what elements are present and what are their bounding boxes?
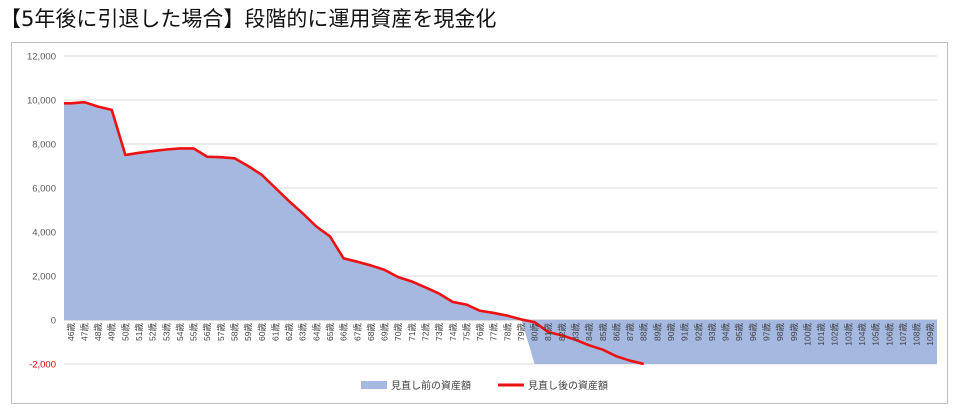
x-tick-label: 97歳: [761, 323, 771, 341]
line-series-after-review: [64, 100, 645, 366]
x-tick-label: 51歳: [134, 323, 144, 341]
x-tick-label: 73歳: [434, 323, 444, 341]
y-tick-label: 10,000: [27, 96, 56, 107]
y-tick-label: 8,000: [32, 140, 56, 151]
x-tick-label: 86歳: [611, 323, 621, 341]
x-tick-label: 99歳: [789, 323, 799, 341]
x-tick-label: 108歳: [912, 323, 922, 346]
x-tick-label: 105歳: [871, 323, 881, 346]
x-tick-label: 61歳: [270, 323, 280, 341]
x-tick-label: 71歳: [407, 323, 417, 341]
x-tick-label: 98歳: [775, 323, 785, 341]
y-tick-label: 6,000: [32, 184, 56, 195]
x-tick-label: 74歳: [448, 323, 458, 341]
x-tick-label: 87歳: [625, 323, 635, 341]
x-tick-label: 68歳: [366, 323, 376, 341]
x-tick-label: 88歳: [639, 323, 649, 341]
x-tick-label: 109歳: [925, 323, 935, 346]
x-tick-label: 67歳: [352, 323, 362, 341]
legend-swatch-area: [361, 381, 387, 389]
x-tick-label: 106歳: [884, 323, 894, 346]
x-tick-label: 81歳: [543, 323, 553, 341]
x-tick-label: 103歳: [843, 323, 853, 346]
asset-chart: 12,00010,0008,0006,0004,0002,0000-2,000 …: [27, 52, 937, 392]
x-tick-label: 79歳: [516, 323, 526, 341]
y-tick-label: 4,000: [32, 228, 56, 239]
x-tick-label: 70歳: [393, 323, 403, 341]
x-tick-label: 92歳: [693, 323, 703, 341]
x-tick-label: 65歳: [325, 323, 335, 341]
area-series-before-review: [64, 102, 937, 364]
x-tick-label: 85歳: [598, 323, 608, 341]
x-tick-label: 64歳: [311, 323, 321, 341]
x-tick-label: 59歳: [243, 323, 253, 341]
x-tick-label: 60歳: [257, 323, 267, 341]
page-title: 【5年後に引退した場合】段階的に運用資産を現金化: [0, 7, 497, 31]
x-axis-ticks: 46歳 47歳 48歳 49歳 50歳 51歳 52歳 53歳 54歳 55歳 56歳 57歳 58歳 5…: [66, 323, 935, 346]
x-tick-label: 48歳: [93, 323, 103, 341]
x-tick-label: 82歳: [557, 323, 567, 341]
line-series-layer: [64, 100, 645, 366]
x-tick-label: 95歳: [734, 323, 744, 341]
x-tick-label: 80歳: [530, 323, 540, 341]
x-tick-label: 69歳: [380, 323, 390, 341]
x-tick-label: 46歳: [66, 323, 76, 341]
x-tick-label: 56歳: [202, 323, 212, 341]
area-series-layer: [64, 102, 937, 364]
x-tick-label: 93歳: [707, 323, 717, 341]
x-tick-label: 47歳: [79, 323, 89, 341]
x-tick-label: 76歳: [475, 323, 485, 341]
y-tick-label: 2,000: [32, 272, 56, 283]
x-tick-label: 84歳: [584, 323, 594, 341]
x-tick-label: 54歳: [175, 323, 185, 341]
x-tick-label: 66歳: [339, 323, 349, 341]
legend: 見直し前の資産額 見直し後の資産額: [361, 379, 608, 392]
x-tick-label: 57歳: [216, 323, 226, 341]
x-tick-label: 52歳: [148, 323, 158, 341]
x-tick-label: 94歳: [721, 323, 731, 341]
y-axis-ticks: 12,000 10,000 8,000 6,000 4,000 2,000 0 -2,000: [27, 52, 56, 371]
x-tick-label: 91歳: [680, 323, 690, 341]
x-tick-label: 75歳: [461, 323, 471, 341]
x-tick-label: 101歳: [816, 323, 826, 346]
x-tick-label: 96歳: [748, 323, 758, 341]
x-tick-label: 107歳: [898, 323, 908, 346]
chart-frame: 12,000 10,000 8,000 6,000 4,000 2,000 0 -2,000 …: [11, 42, 948, 404]
y-tick-label: -2,000: [29, 360, 56, 371]
x-tick-label: 55歳: [189, 323, 199, 341]
x-tick-label: 77歳: [489, 323, 499, 341]
x-tick-label: 104歳: [857, 323, 867, 346]
x-tick-label: 78歳: [502, 323, 512, 341]
legend-label-line: 見直し後の資産額: [528, 379, 608, 392]
x-tick-label: 58歳: [230, 323, 240, 341]
x-tick-label: 72歳: [420, 323, 430, 341]
x-tick-label: 63歳: [298, 323, 308, 341]
x-tick-label: 89歳: [652, 323, 662, 341]
x-tick-label: 50歳: [120, 323, 130, 341]
x-tick-label: 53歳: [161, 323, 171, 341]
x-tick-label: 102歳: [830, 323, 840, 346]
legend-label-area: 見直し前の資産額: [391, 379, 471, 392]
x-tick-label: 62歳: [284, 323, 294, 341]
x-tick-label: 83歳: [571, 323, 581, 341]
y-tick-label: 12,000: [27, 52, 56, 63]
x-tick-label: 49歳: [107, 323, 117, 341]
x-tick-label: 90歳: [666, 323, 676, 341]
x-tick-label: 100歳: [802, 323, 812, 346]
y-tick-label: 0: [51, 316, 56, 327]
